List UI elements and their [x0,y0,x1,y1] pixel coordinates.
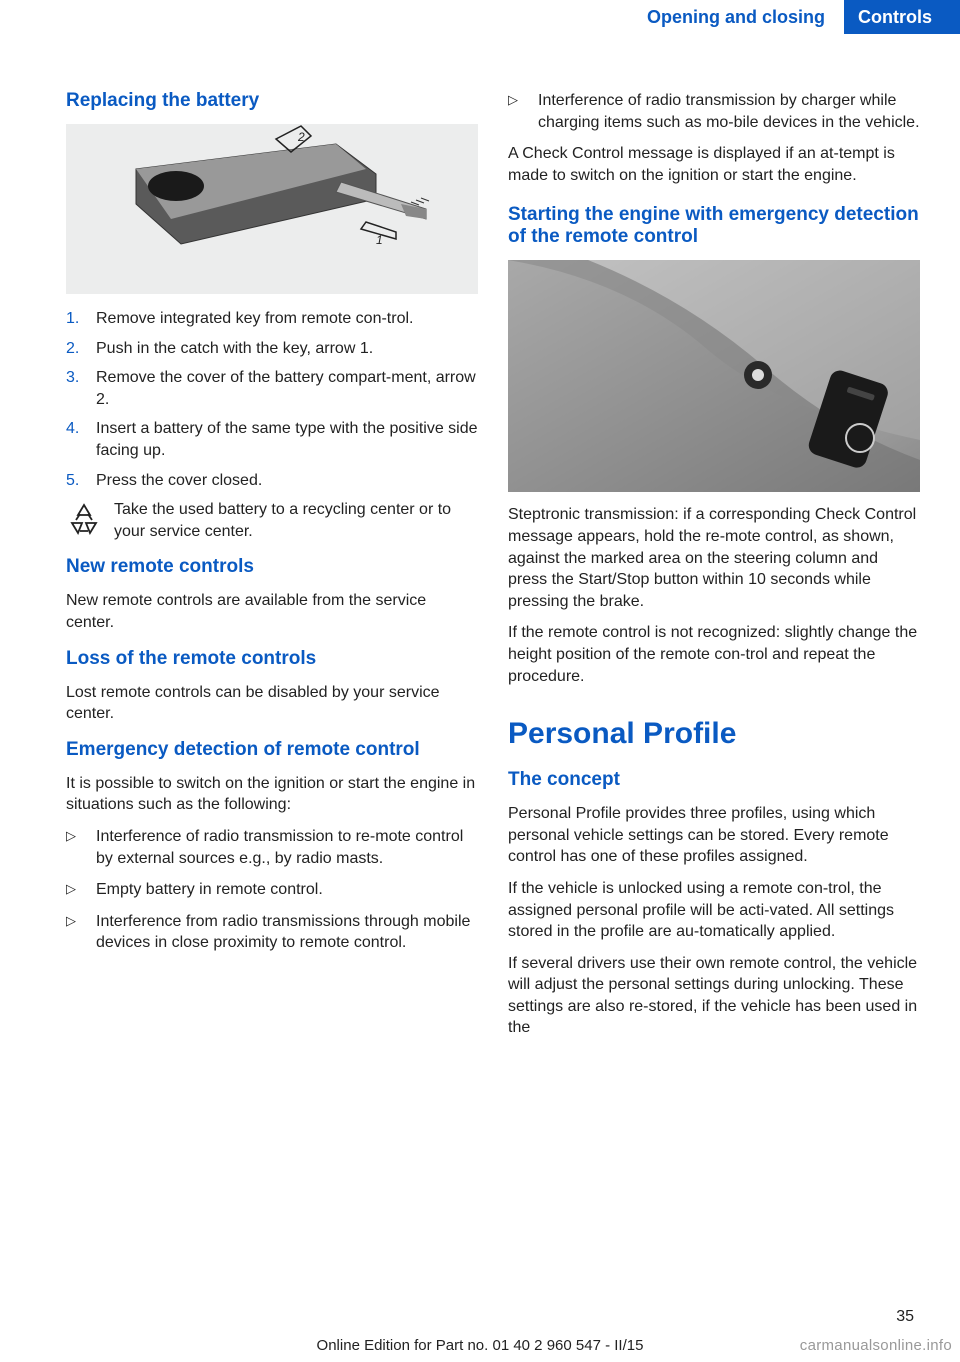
key-diagram-svg: 1 2 [66,124,478,294]
svg-text:2: 2 [297,130,305,144]
heading-start-emergency: Starting the engine with emergency detec… [508,204,920,248]
body-text: Personal Profile provides three profiles… [508,803,920,868]
step-number: 3. [66,367,79,389]
step-text: Push in the catch with the key, arrow 1. [96,340,373,357]
list-item: Interference from radio transmissions th… [66,911,478,954]
steering-svg [508,260,920,492]
right-column: Interference of radio transmission by ch… [508,90,920,1049]
list-item: 1. Remove integrated key from remote con‐… [66,308,478,330]
body-text: If the remote control is not recognized:… [508,622,920,687]
step-text: Remove the cover of the battery compart‐… [96,369,476,408]
body-text: Lost remote controls can be disabled by … [66,682,478,725]
list-item: 2. Push in the catch with the key, arrow … [66,338,478,360]
heading-new-remote: New remote controls [66,556,478,578]
body-text: Steptronic transmission: if a correspond… [508,504,920,612]
left-column: Replacing the battery 1 2 1. Remove integ… [66,90,478,1049]
emergency-bullets: Interference of radio transmission to re… [66,826,478,954]
body-text: If several drivers use their own remote … [508,953,920,1039]
list-item: 5. Press the cover closed. [66,470,478,492]
step-number: 5. [66,470,79,492]
heading-loss-remote: Loss of the remote controls [66,648,478,670]
page-header: Opening and closing Controls [0,0,960,34]
page-footer: 35 Online Edition for Part no. 01 40 2 9… [0,1302,960,1362]
page-number: 35 [896,1308,914,1326]
list-item: Empty battery in remote control. [66,879,478,901]
step-text: Press the cover closed. [96,472,262,489]
recycle-icon [66,501,102,537]
emergency-bullets-cont: Interference of radio transmission by ch… [508,90,920,133]
body-text: New remote controls are available from t… [66,590,478,633]
list-item: 3. Remove the cover of the battery compar… [66,367,478,410]
list-item: 4. Insert a battery of the same type with… [66,418,478,461]
step-text: Insert a battery of the same type with t… [96,420,478,459]
watermark-label: carmanualsonline.info [800,1337,952,1354]
heading-replacing-battery: Replacing the battery [66,90,478,112]
step-number: 2. [66,338,79,360]
heading-emergency-detect: Emergency detection of remote control [66,739,478,761]
recycle-note: Take the used battery to a recycling cen… [66,499,478,542]
page-content: Replacing the battery 1 2 1. Remove integ… [0,34,960,1049]
header-chapter-label: Controls [844,0,960,34]
illustration-steering-column [508,260,920,492]
heading-concept: The concept [508,769,920,791]
body-text: A Check Control message is displayed if … [508,143,920,186]
step-number: 4. [66,418,79,440]
svg-text:1: 1 [376,233,383,247]
recycle-text: Take the used battery to a recycling cen… [114,499,478,542]
step-text: Remove integrated key from remote con‐tr… [96,310,413,327]
body-text: If the vehicle is unlocked using a remot… [508,878,920,943]
list-item: Interference of radio transmission by ch… [508,90,920,133]
battery-steps-list: 1. Remove integrated key from remote con‐… [66,308,478,491]
list-item: Interference of radio transmission to re… [66,826,478,869]
step-number: 1. [66,308,79,330]
body-text: It is possible to switch on the ignition… [66,773,478,816]
header-section-label: Opening and closing [647,0,825,34]
illustration-key-battery: 1 2 [66,124,478,294]
heading-personal-profile: Personal Profile [508,717,920,751]
